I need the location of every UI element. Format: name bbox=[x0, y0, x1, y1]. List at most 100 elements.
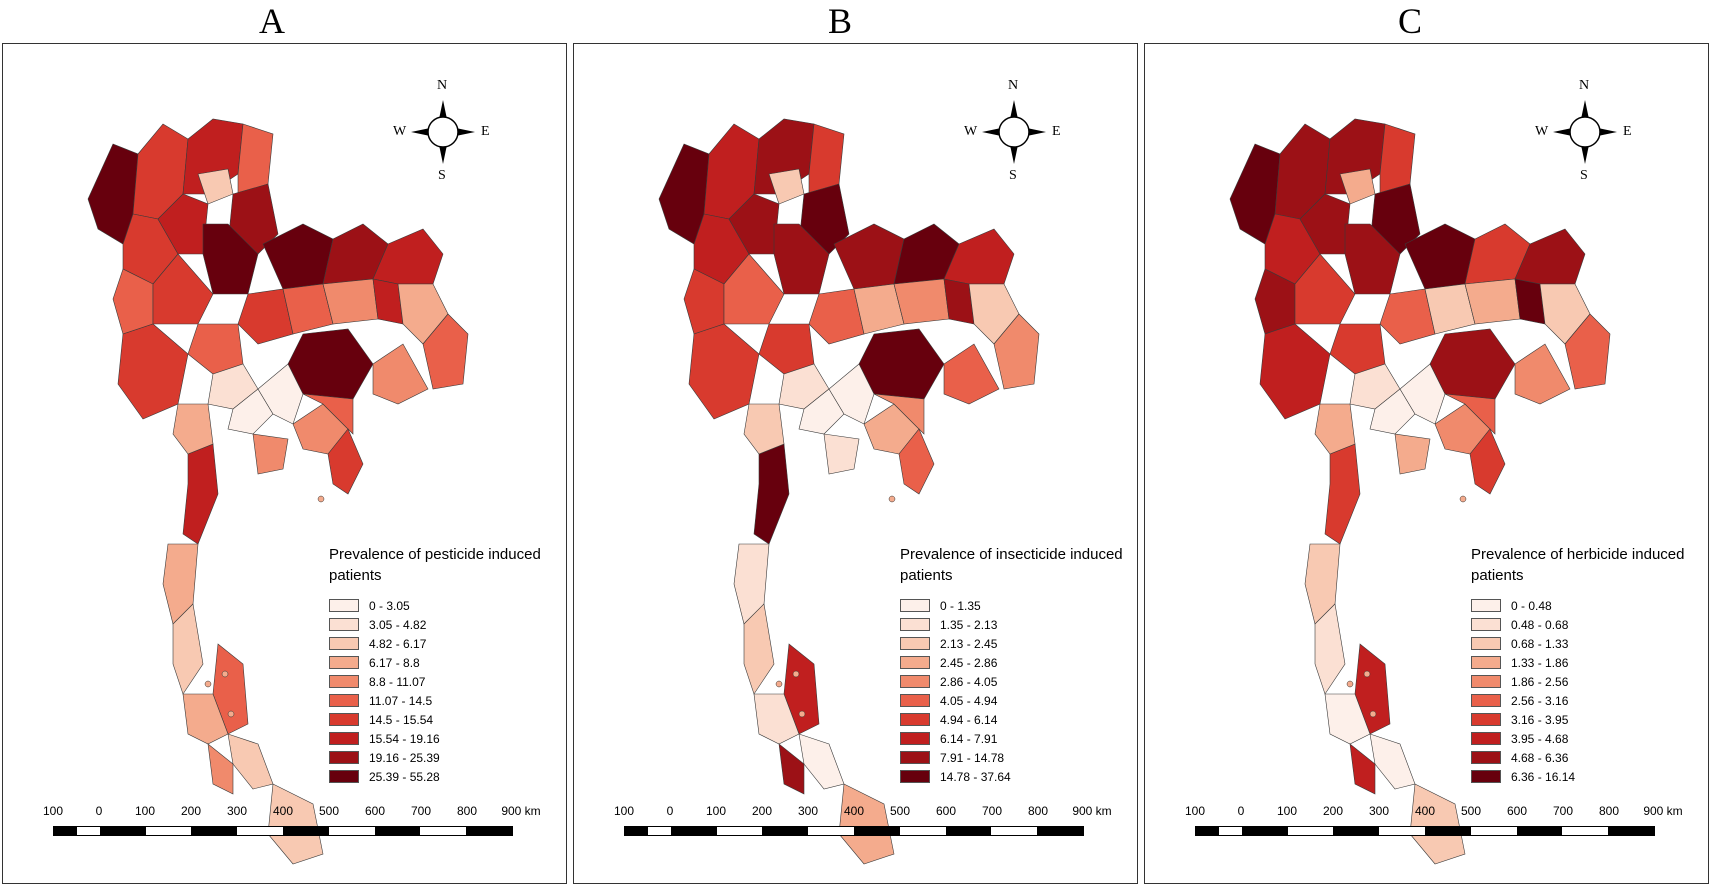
compass-rose-icon bbox=[982, 100, 1046, 164]
scale-segment bbox=[283, 827, 329, 835]
legend-swatch bbox=[1471, 675, 1501, 688]
province-region bbox=[743, 403, 785, 455]
province-region bbox=[783, 643, 820, 735]
scale-tick-label: 500 bbox=[1460, 804, 1482, 818]
legend-swatch bbox=[329, 732, 359, 745]
scale-tick-label: 0 bbox=[666, 804, 674, 818]
legend-label: 4.94 - 6.14 bbox=[940, 712, 998, 727]
scale-bar-segments bbox=[1195, 826, 1655, 836]
scale-segment bbox=[1196, 827, 1219, 835]
scale-tick-label: 100 bbox=[705, 804, 727, 818]
legend-title: Prevalence of insecticide induced patien… bbox=[900, 546, 1123, 584]
scale-tick-label: 100 bbox=[134, 804, 156, 818]
scale-segment bbox=[1516, 827, 1563, 835]
compass-east-label: E bbox=[1623, 124, 1632, 139]
legend: Prevalence of herbicide induced patients… bbox=[1471, 544, 1701, 786]
scale-tick-label: 500 bbox=[318, 804, 340, 818]
province-region bbox=[1514, 343, 1571, 405]
legend-swatch bbox=[329, 694, 359, 707]
scale-tick-label: 0 bbox=[1237, 804, 1245, 818]
scale-tick-label: 400 bbox=[1414, 804, 1436, 818]
province-region bbox=[943, 343, 1000, 405]
province-region bbox=[372, 228, 444, 285]
legend-label: 14.5 - 15.54 bbox=[369, 712, 434, 727]
province-region bbox=[207, 743, 234, 795]
north-arrow: N S W E bbox=[1535, 72, 1635, 183]
province-region bbox=[688, 323, 760, 420]
legend-item: 14.5 - 15.54 bbox=[329, 710, 559, 729]
island bbox=[221, 670, 229, 678]
legend-label: 1.86 - 2.56 bbox=[1511, 674, 1569, 689]
scale-tick-label: 100 bbox=[1276, 804, 1298, 818]
legend-label: 6.17 - 8.8 bbox=[369, 655, 420, 670]
province-region bbox=[1394, 433, 1431, 475]
legend-label: 6.14 - 7.91 bbox=[940, 731, 998, 746]
legend-item: 7.91 - 14.78 bbox=[900, 748, 1130, 767]
legend-label: 1.35 - 2.13 bbox=[940, 617, 998, 632]
legend-item: 2.13 - 2.45 bbox=[900, 634, 1130, 653]
legend: Prevalence of pesticide induced patients… bbox=[329, 544, 559, 786]
legend-swatch bbox=[900, 599, 930, 612]
province-region bbox=[838, 783, 895, 865]
legend-label: 2.45 - 2.86 bbox=[940, 655, 998, 670]
island bbox=[1369, 710, 1377, 718]
panel-letter: C bbox=[1397, 1, 1422, 41]
province-region bbox=[212, 643, 249, 735]
legend-label: 7.91 - 14.78 bbox=[940, 750, 1005, 765]
map-panel: N S W E Prevalence of pesticide induced pati… bbox=[2, 43, 567, 884]
scale-segment bbox=[945, 827, 992, 835]
island bbox=[1459, 495, 1467, 503]
province-region bbox=[287, 328, 374, 400]
compass-south-label: S bbox=[1580, 168, 1588, 183]
province-region bbox=[873, 393, 925, 435]
scale-tick-label: 100 bbox=[42, 804, 64, 818]
province-region bbox=[172, 603, 204, 695]
scale-segment bbox=[1241, 827, 1288, 835]
legend-item: 6.17 - 8.8 bbox=[329, 653, 559, 672]
legend-swatch bbox=[900, 713, 930, 726]
province-region bbox=[117, 323, 189, 420]
province-region bbox=[1429, 328, 1516, 400]
scale-segment bbox=[1608, 827, 1654, 835]
legend-label: 6.36 - 16.14 bbox=[1511, 769, 1576, 784]
legend-item: 1.33 - 1.86 bbox=[1471, 653, 1701, 672]
compass-rose-icon bbox=[1553, 100, 1617, 164]
legend-swatch bbox=[329, 713, 359, 726]
compass-west-label: W bbox=[393, 124, 407, 139]
scale-tick-label: 300 bbox=[797, 804, 819, 818]
scale-tick-label: 900 km bbox=[1072, 804, 1112, 818]
legend-item: 11.07 - 14.5 bbox=[329, 691, 559, 710]
compass-east-label: E bbox=[1052, 124, 1061, 139]
scale-segment bbox=[1037, 827, 1083, 835]
compass-north-label: N bbox=[437, 78, 448, 93]
legend-label: 15.54 - 19.16 bbox=[369, 731, 440, 746]
scale-segment bbox=[1333, 827, 1380, 835]
island bbox=[888, 495, 896, 503]
province-region bbox=[823, 433, 860, 475]
legend-item: 1.35 - 2.13 bbox=[900, 615, 1130, 634]
scale-segment bbox=[625, 827, 648, 835]
province-region bbox=[372, 343, 429, 405]
compass-west-label: W bbox=[964, 124, 978, 139]
scale-bar: 100 0 100 200 300 400 500 600 700 800 900 km bbox=[43, 804, 541, 844]
province-region bbox=[808, 288, 865, 345]
scale-tick-label: 200 bbox=[751, 804, 773, 818]
province-region bbox=[1409, 783, 1466, 865]
compass-west-label: W bbox=[1535, 124, 1549, 139]
legend-label: 0 - 1.35 bbox=[940, 598, 981, 613]
province-region bbox=[237, 288, 294, 345]
legend-swatch bbox=[329, 618, 359, 631]
legend-swatch bbox=[900, 732, 930, 745]
legend-label: 8.8 - 11.07 bbox=[369, 674, 426, 689]
legend-label: 3.05 - 4.82 bbox=[369, 617, 427, 632]
legend-item: 8.8 - 11.07 bbox=[329, 672, 559, 691]
legend-swatch bbox=[329, 599, 359, 612]
province-region bbox=[1294, 253, 1356, 325]
scale-tick-label: 0 bbox=[95, 804, 103, 818]
compass-north-label: N bbox=[1579, 78, 1590, 93]
north-arrow: N S W E bbox=[964, 72, 1064, 183]
scale-bar-segments bbox=[53, 826, 513, 836]
legend-item: 4.05 - 4.94 bbox=[900, 691, 1130, 710]
province-region bbox=[1379, 288, 1436, 345]
scale-segment bbox=[716, 827, 763, 835]
